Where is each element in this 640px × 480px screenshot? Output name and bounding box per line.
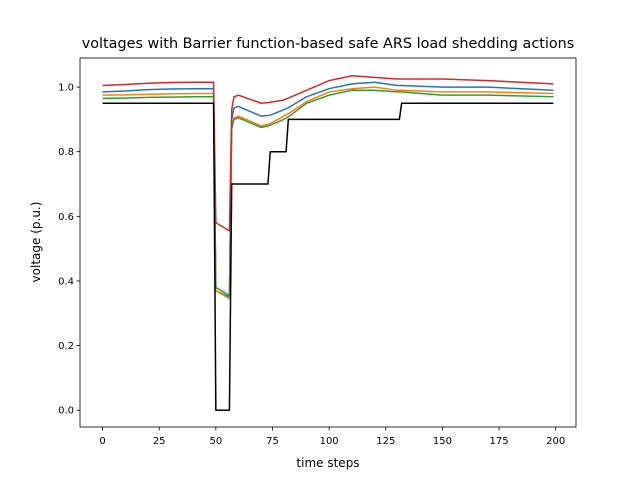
chart-title: voltages with Barrier function-based saf… xyxy=(82,36,575,52)
x-tick-label: 125 xyxy=(376,436,395,447)
y-tick-label: 0.0 xyxy=(58,406,74,417)
axes-frame xyxy=(79,57,577,428)
y-tick-label: 0.8 xyxy=(58,147,74,158)
y-tick-label: 0.4 xyxy=(58,276,74,287)
x-tick-label: 25 xyxy=(153,436,166,447)
x-tick-label: 50 xyxy=(209,436,222,447)
x-tick-label: 0 xyxy=(99,436,105,447)
x-axis-label: time steps xyxy=(296,456,359,470)
x-tick-label: 175 xyxy=(490,436,509,447)
series-line xyxy=(102,102,554,411)
series-line xyxy=(102,81,554,298)
y-axis-label: voltage (p.u.) xyxy=(29,202,43,283)
x-tick-label: 200 xyxy=(546,436,565,447)
x-tick-label: 150 xyxy=(433,436,452,447)
y-tick-label: 0.2 xyxy=(58,341,74,352)
series-line xyxy=(102,86,554,300)
y-tick-label: 0.6 xyxy=(58,212,74,223)
y-tick-label: 1.0 xyxy=(58,83,74,94)
x-tick-label: 75 xyxy=(266,436,279,447)
series-line xyxy=(102,75,554,232)
x-tick-label: 100 xyxy=(320,436,339,447)
series-line xyxy=(102,89,554,297)
